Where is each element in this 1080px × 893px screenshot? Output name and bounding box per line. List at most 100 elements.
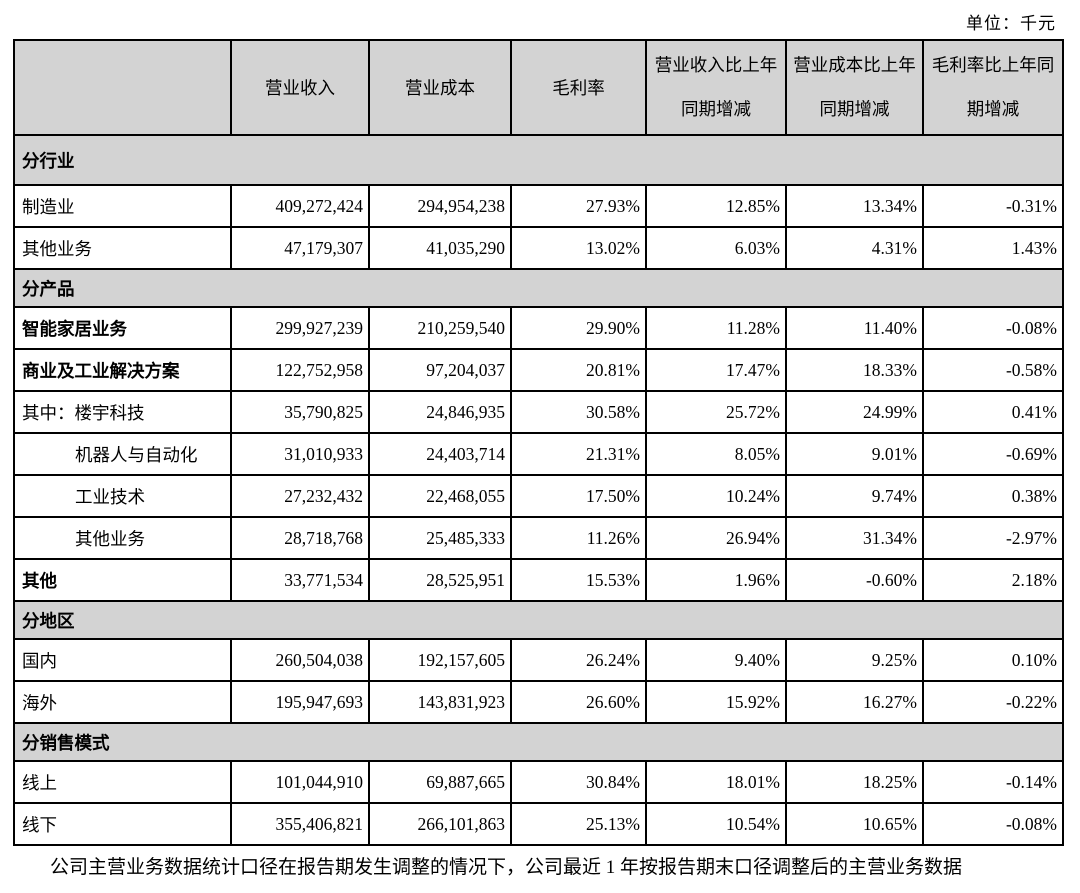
cell-value: 210,259,540 (368, 306, 512, 350)
section-label: 分销售模式 (13, 722, 1064, 762)
section-label: 分地区 (13, 600, 1064, 640)
cell-value: -0.14% (922, 760, 1064, 804)
cell-value: 25.13% (510, 802, 647, 846)
table-row: 其他业务 47,179,307 41,035,290 13.02% 6.03% 4.31%… (13, 226, 1064, 270)
cell-value: 11.40% (785, 306, 924, 350)
cell-value: 9.74% (785, 474, 924, 518)
table-row: 线下 355,406,821 266,101,863 25.13% 10.54% 10.6… (13, 802, 1064, 846)
cell-value: 15.53% (510, 558, 647, 602)
row-label: 工业技术 (13, 474, 232, 518)
cell-value: 299,927,239 (230, 306, 370, 350)
cell-value: -0.31% (922, 184, 1064, 228)
cell-value: 101,044,910 (230, 760, 370, 804)
header-cell-cost-yoy: 营业成本比上年 同期增减 (785, 39, 924, 136)
cell-value: 26.94% (645, 516, 787, 560)
row-label: 其他 (13, 558, 232, 602)
row-label: 商业及工业解决方案 (13, 348, 232, 392)
cell-value: 41,035,290 (368, 226, 512, 270)
header-line: 同期增减 (681, 99, 751, 119)
cell-value: 18.01% (645, 760, 787, 804)
table-row: 线上 101,044,910 69,887,665 30.84% 18.01% 18.25… (13, 760, 1064, 804)
header-row: 营业收入 营业成本 毛利率 营业收入比上年 同期增减 营业成本比上年 同期增减 … (13, 39, 1064, 136)
cell-value: -2.97% (922, 516, 1064, 560)
cell-value: 33,771,534 (230, 558, 370, 602)
cell-value: 97,204,037 (368, 348, 512, 392)
table-header: 营业收入 营业成本 毛利率 营业收入比上年 同期增减 营业成本比上年 同期增减 … (13, 39, 1064, 136)
cell-value: 25.72% (645, 390, 787, 434)
cell-value: -0.69% (922, 432, 1064, 476)
header-line: 营业成本比上年 (793, 54, 916, 75)
cell-value: 260,504,038 (230, 638, 370, 682)
cell-value: 28,718,768 (230, 516, 370, 560)
cell-value: 17.47% (645, 348, 787, 392)
header-line: 同期增减 (819, 99, 890, 119)
section-label: 分产品 (13, 268, 1064, 308)
cell-value: 8.05% (645, 432, 787, 476)
cell-value: -0.58% (922, 348, 1064, 392)
cell-value: 30.84% (510, 760, 647, 804)
table-row: 其他业务 28,718,768 25,485,333 11.26% 26.94% 31.3… (13, 516, 1064, 560)
cell-value: 0.38% (922, 474, 1064, 518)
cell-value: 0.41% (922, 390, 1064, 434)
cell-value: 11.28% (645, 306, 787, 350)
cell-value: 18.25% (785, 760, 924, 804)
row-label: 制造业 (13, 184, 232, 228)
cell-value: 122,752,958 (230, 348, 370, 392)
cell-value: 294,954,238 (368, 184, 512, 228)
header-line: 毛利率比上年同 (931, 54, 1055, 75)
main-business-table: 营业收入 营业成本 毛利率 营业收入比上年 同期增减 营业成本比上年 同期增减 … (13, 39, 1064, 846)
cell-value: 26.24% (510, 638, 647, 682)
header-cell-cost: 营业成本 (368, 39, 512, 136)
header-cell-gross-margin: 毛利率 (510, 39, 647, 136)
cell-value: 10.54% (645, 802, 787, 846)
cell-value: 10.24% (645, 474, 787, 518)
cell-value: 195,947,693 (230, 680, 370, 724)
cell-value: 31.34% (785, 516, 924, 560)
cell-value: -0.22% (922, 680, 1064, 724)
cell-value: 69,887,665 (368, 760, 512, 804)
cell-value: -0.08% (922, 306, 1064, 350)
cell-value: 20.81% (510, 348, 647, 392)
header-cell-empty (13, 39, 232, 136)
cell-value: 24,846,935 (368, 390, 512, 434)
cell-value: 18.33% (785, 348, 924, 392)
cell-value: 2.18% (922, 558, 1064, 602)
row-label: 机器人与自动化 (13, 432, 232, 476)
header-cell-gross-margin-yoy: 毛利率比上年同 期增减 (922, 39, 1064, 136)
cell-value: 25,485,333 (368, 516, 512, 560)
cell-value: 12.85% (645, 184, 787, 228)
row-label: 其他业务 (13, 226, 232, 270)
cell-value: 15.92% (645, 680, 787, 724)
cell-value: 11.26% (510, 516, 647, 560)
section-row: 分地区 (13, 600, 1064, 640)
section-row: 分销售模式 (13, 722, 1064, 762)
header-line: 营业收入比上年 (654, 54, 778, 75)
cell-value: 47,179,307 (230, 226, 370, 270)
cell-value: 409,272,424 (230, 184, 370, 228)
footnote: 公司主营业务数据统计口径在报告期发生调整的情况下，公司最近 1 年按报告期末口径… (50, 857, 963, 878)
cell-value: 266,101,863 (368, 802, 512, 846)
cell-value: 6.03% (645, 226, 787, 270)
cell-value: 28,525,951 (368, 558, 512, 602)
row-label: 其他业务 (13, 516, 232, 560)
cell-value: 22,468,055 (368, 474, 512, 518)
cell-value: 143,831,923 (368, 680, 512, 724)
cell-value: 16.27% (785, 680, 924, 724)
cell-value: 27.93% (510, 184, 647, 228)
table-row: 智能家居业务 299,927,239 210,259,540 29.90% 11.28%… (13, 306, 1064, 350)
section-row: 分行业 (13, 134, 1064, 186)
row-label: 海外 (13, 680, 232, 724)
table-row: 海外 195,947,693 143,831,923 26.60% 15.92% 16.2… (13, 680, 1064, 724)
cell-value: 17.50% (510, 474, 647, 518)
cell-value: 9.25% (785, 638, 924, 682)
header-cell-revenue: 营业收入 (230, 39, 370, 136)
section-label: 分行业 (13, 134, 1064, 186)
cell-value: 1.96% (645, 558, 787, 602)
cell-value: 31,010,933 (230, 432, 370, 476)
table-row: 其中：楼宇科技 35,790,825 24,846,935 30.58% 25.72% 2… (13, 390, 1064, 434)
cell-value: 30.58% (510, 390, 647, 434)
cell-value: 24,403,714 (368, 432, 512, 476)
cell-value: 26.60% (510, 680, 647, 724)
cell-value: 13.34% (785, 184, 924, 228)
